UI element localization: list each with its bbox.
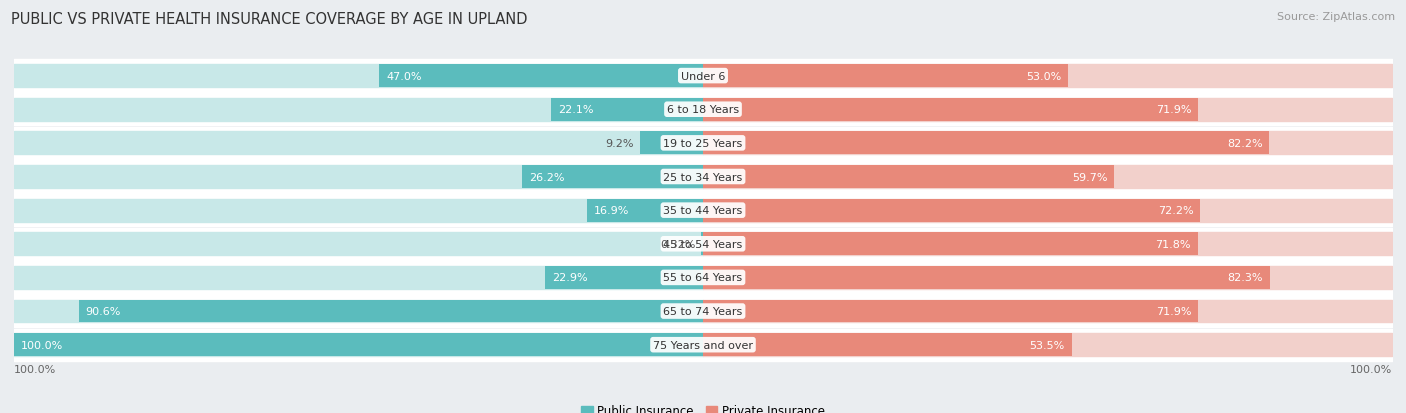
Text: 53.5%: 53.5% bbox=[1029, 340, 1064, 350]
Text: 0.32%: 0.32% bbox=[659, 239, 696, 249]
Text: 71.9%: 71.9% bbox=[1156, 306, 1191, 316]
Text: 22.9%: 22.9% bbox=[553, 273, 588, 283]
Bar bbox=[703, 99, 1198, 121]
Text: 55 to 64 Years: 55 to 64 Years bbox=[664, 273, 742, 283]
Text: 25 to 34 Years: 25 to 34 Years bbox=[664, 172, 742, 182]
Text: 16.9%: 16.9% bbox=[593, 206, 628, 216]
Text: 90.6%: 90.6% bbox=[86, 306, 121, 316]
Text: 82.2%: 82.2% bbox=[1227, 138, 1263, 149]
Text: 71.8%: 71.8% bbox=[1156, 239, 1191, 249]
Bar bbox=[703, 65, 1069, 88]
Text: 59.7%: 59.7% bbox=[1071, 172, 1108, 182]
Text: 53.0%: 53.0% bbox=[1026, 71, 1062, 81]
Text: 100.0%: 100.0% bbox=[21, 340, 63, 350]
Text: 35 to 44 Years: 35 to 44 Years bbox=[664, 206, 742, 216]
Text: 100.0%: 100.0% bbox=[14, 364, 56, 374]
Bar bbox=[703, 233, 1198, 256]
Text: 100.0%: 100.0% bbox=[1350, 364, 1392, 374]
Text: 72.2%: 72.2% bbox=[1159, 206, 1194, 216]
Bar bbox=[79, 300, 703, 323]
Text: 22.1%: 22.1% bbox=[558, 105, 593, 115]
Text: 47.0%: 47.0% bbox=[387, 71, 422, 81]
Bar bbox=[703, 333, 1071, 356]
Text: 71.9%: 71.9% bbox=[1156, 105, 1191, 115]
Bar bbox=[380, 65, 703, 88]
Bar bbox=[523, 166, 703, 188]
Bar bbox=[586, 199, 703, 222]
Text: 82.3%: 82.3% bbox=[1227, 273, 1263, 283]
Text: 65 to 74 Years: 65 to 74 Years bbox=[664, 306, 742, 316]
Bar bbox=[703, 300, 1198, 323]
Bar bbox=[700, 233, 703, 256]
Text: Source: ZipAtlas.com: Source: ZipAtlas.com bbox=[1277, 12, 1395, 22]
Text: 6 to 18 Years: 6 to 18 Years bbox=[666, 105, 740, 115]
Text: 75 Years and over: 75 Years and over bbox=[652, 340, 754, 350]
Text: Under 6: Under 6 bbox=[681, 71, 725, 81]
Text: 19 to 25 Years: 19 to 25 Years bbox=[664, 138, 742, 149]
Bar bbox=[703, 166, 1115, 188]
Text: 26.2%: 26.2% bbox=[530, 172, 565, 182]
Bar bbox=[546, 266, 703, 289]
Legend: Public Insurance, Private Insurance: Public Insurance, Private Insurance bbox=[581, 404, 825, 413]
Bar bbox=[703, 132, 1270, 155]
Bar bbox=[640, 132, 703, 155]
Bar bbox=[551, 99, 703, 121]
Bar bbox=[703, 266, 1270, 289]
Bar bbox=[703, 199, 1201, 222]
Text: 45 to 54 Years: 45 to 54 Years bbox=[664, 239, 742, 249]
Text: 9.2%: 9.2% bbox=[606, 138, 634, 149]
Bar bbox=[14, 333, 703, 356]
Text: PUBLIC VS PRIVATE HEALTH INSURANCE COVERAGE BY AGE IN UPLAND: PUBLIC VS PRIVATE HEALTH INSURANCE COVER… bbox=[11, 12, 527, 27]
